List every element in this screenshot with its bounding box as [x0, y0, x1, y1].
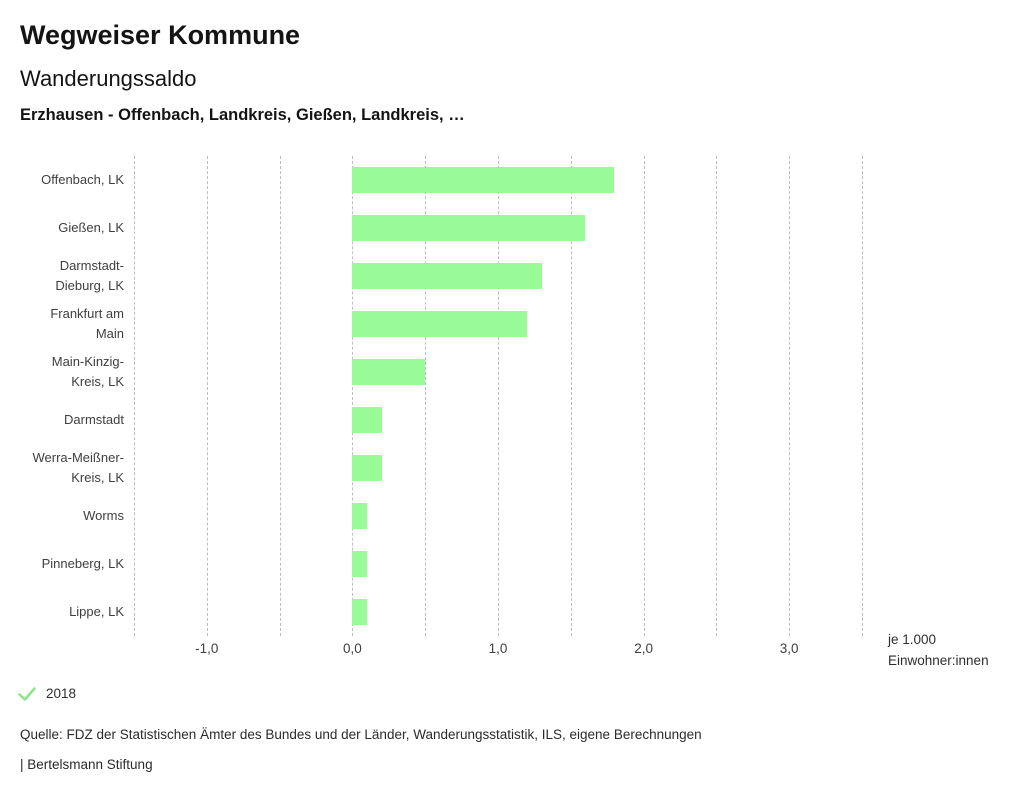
category-label: Frankfurt am Main	[50, 306, 124, 341]
bar-offenbach-lk[interactable]	[352, 167, 615, 193]
category-label: Worms	[83, 508, 124, 523]
category-labels: Offenbach, LK Gießen, LK Darmstadt-Dieburg…	[0, 156, 125, 636]
chart-header: Wegweiser Kommune Wanderungssaldo Erzhau…	[20, 20, 465, 125]
category-label: Pinneberg, LK	[41, 556, 124, 571]
bar-frankfurt-am-main[interactable]	[352, 311, 528, 337]
check-icon	[18, 686, 36, 701]
x-tick-label: -1,0	[195, 641, 219, 656]
gridline	[425, 156, 427, 636]
axis-unit-label: je 1.000 Einwohner:innen	[888, 629, 989, 671]
chart-title: Wanderungssaldo	[20, 66, 197, 91]
gridline	[352, 156, 354, 636]
plot-area	[134, 156, 863, 636]
gridline	[498, 156, 499, 636]
gridline	[134, 156, 135, 636]
gridline	[643, 156, 645, 636]
bar-darmstadt-dieburg-lk[interactable]	[352, 263, 542, 289]
category-label: Darmstadt-Dieburg, LK	[55, 258, 124, 293]
bar-lippe-lk[interactable]	[352, 599, 367, 625]
bar-gießen-lk[interactable]	[352, 215, 586, 241]
axis-unit-line2: Einwohner:innen	[888, 653, 989, 668]
bar-worms[interactable]	[352, 503, 367, 529]
x-axis: -1,0 0,0 1,0 2,0 3,0	[134, 641, 862, 661]
source-text: Quelle: FDZ der Statistischen Ämter des …	[20, 727, 702, 742]
x-tick-label: 3,0	[779, 641, 799, 656]
x-tick-label: 2,0	[634, 641, 653, 656]
category-label: Lippe, LK	[69, 604, 124, 619]
category-label: Werra-Meißner-Kreis, LK	[32, 450, 125, 485]
bar-darmstadt[interactable]	[352, 407, 382, 433]
x-tick-label: 1,0	[488, 641, 508, 656]
legend-item-2018[interactable]: 2018	[18, 686, 76, 701]
legend-year-label: 2018	[46, 686, 77, 701]
x-tick-label: 0,0	[343, 641, 362, 656]
category-label: Darmstadt	[64, 412, 124, 427]
gridline	[206, 156, 208, 636]
gridline	[570, 156, 572, 636]
page-title: Wegweiser Kommune	[20, 20, 301, 50]
bar-main-kinzig-kreis-lk[interactable]	[352, 359, 426, 385]
category-label: Offenbach, LK	[41, 172, 124, 187]
gridline	[716, 156, 718, 636]
category-label: Gießen, LK	[58, 220, 124, 235]
chart-selection-subtitle: Erzhausen - Offenbach, Landkreis, Gießen…	[20, 106, 465, 124]
attribution-text: | Bertelsmann Stiftung	[20, 757, 153, 772]
gridline	[789, 156, 791, 636]
axis-unit-line1: je 1.000	[888, 632, 937, 647]
migration-balance-bar-chart: Offenbach, LK Gießen, LK Darmstadt-Dieburg…	[0, 156, 1024, 656]
gridline	[862, 156, 863, 636]
gridline	[279, 156, 281, 636]
bar-pinneberg-lk[interactable]	[352, 551, 367, 577]
bar-werra-meißner-kreis-lk[interactable]	[352, 455, 382, 481]
category-label: Main-Kinzig-Kreis, LK	[51, 354, 124, 389]
